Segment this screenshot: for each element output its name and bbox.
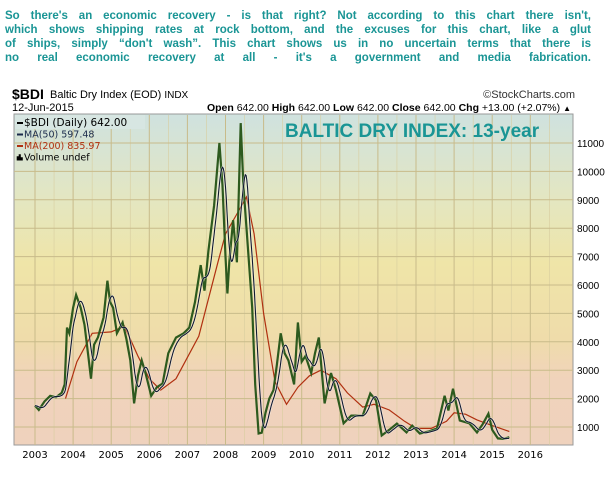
index-name: Baltic Dry Index (EOD) bbox=[50, 89, 162, 101]
y-tick-label: 2000 bbox=[577, 395, 600, 406]
legend-label: $BDI (Daily) 642.00 bbox=[24, 117, 127, 129]
ohlc-readout: Open 642.00 High 642.00 Low 642.00 Close… bbox=[207, 102, 571, 114]
caption-line: of ships, simply “don't wash”. This char… bbox=[5, 38, 591, 50]
x-tick-label: 2004 bbox=[60, 450, 85, 461]
y-tick-label: 1000 bbox=[577, 423, 600, 434]
y-tick-label: 9000 bbox=[577, 196, 600, 207]
caption-line: which shows shipping rates at rock botto… bbox=[5, 24, 591, 36]
exchange: INDX bbox=[164, 90, 189, 101]
x-tick-label: 2003 bbox=[22, 450, 47, 461]
caption-text: So there's an economic recovery - is tha… bbox=[5, 9, 591, 65]
axis-ticks: 2003 2004 2005 2006 2007 2008 2009 2010 2011 2012… bbox=[22, 139, 605, 461]
chart-title: BALTIC DRY INDEX: 13-year bbox=[285, 121, 540, 142]
x-tick-label: 2009 bbox=[251, 450, 276, 461]
x-tick-label: 2005 bbox=[98, 450, 123, 461]
y-tick-label: 4000 bbox=[577, 338, 600, 349]
chg-label: Chg bbox=[458, 102, 479, 114]
x-tick-label: 2007 bbox=[175, 450, 200, 461]
legend-label: MA(200) 835.97 bbox=[24, 141, 101, 152]
series-lines bbox=[34, 123, 510, 441]
x-tick-label: 2014 bbox=[441, 450, 466, 461]
chg-value: +13.00 (+2.07%) bbox=[481, 102, 561, 114]
x-tick-label: 2013 bbox=[403, 450, 428, 461]
chart-name: Baltic Dry Index (EOD) INDX bbox=[50, 89, 188, 101]
legend-swatch bbox=[17, 122, 23, 124]
chart-date: 12-Jun-2015 bbox=[12, 102, 74, 114]
credit: ©StockCharts.com bbox=[483, 89, 575, 101]
y-tick-label: 10000 bbox=[577, 167, 605, 178]
high-label: High bbox=[271, 102, 296, 114]
ma50-line bbox=[34, 166, 510, 440]
x-tick-label: 2006 bbox=[137, 450, 162, 461]
high-value: 642.00 bbox=[298, 102, 331, 114]
x-tick-label: 2011 bbox=[327, 450, 352, 461]
triangle-up-icon: ▲ bbox=[563, 104, 571, 113]
close-value: 642.00 bbox=[423, 102, 456, 114]
plot-area bbox=[13, 113, 574, 446]
x-tick-label: 2010 bbox=[289, 450, 314, 461]
chart-symbol: $BDI bbox=[12, 86, 44, 102]
legend-highlight bbox=[15, 115, 145, 129]
y-tick-label: 11000 bbox=[577, 139, 605, 150]
price-line bbox=[34, 123, 510, 441]
y-tick-label: 8000 bbox=[577, 224, 600, 235]
legend-label: MA(50) 597.48 bbox=[24, 130, 94, 141]
y-tick-label: 6000 bbox=[577, 281, 600, 292]
legend-swatch bbox=[17, 145, 23, 147]
x-tick-label: 2016 bbox=[518, 450, 543, 461]
caption-line: So there's an economic recovery - is tha… bbox=[5, 10, 591, 22]
open-value: 642.00 bbox=[236, 102, 269, 114]
low-value: 642.00 bbox=[356, 102, 390, 114]
low-label: Low bbox=[333, 102, 355, 114]
open-label: Open bbox=[206, 102, 234, 114]
volume-bars-icon bbox=[16, 154, 23, 161]
x-tick-label: 2008 bbox=[213, 450, 238, 461]
y-tick-label: 3000 bbox=[577, 366, 600, 377]
legend-swatch bbox=[17, 133, 23, 136]
close-label: Close bbox=[392, 102, 421, 114]
x-tick-label: 2015 bbox=[479, 450, 504, 461]
x-tick-label: 2012 bbox=[365, 450, 390, 461]
caption-line: no real economic recovery at all - it's … bbox=[5, 52, 591, 64]
y-tick-label: 7000 bbox=[577, 253, 600, 264]
y-tick-label: 5000 bbox=[577, 309, 600, 320]
legend-label: Volume undef bbox=[24, 153, 90, 164]
